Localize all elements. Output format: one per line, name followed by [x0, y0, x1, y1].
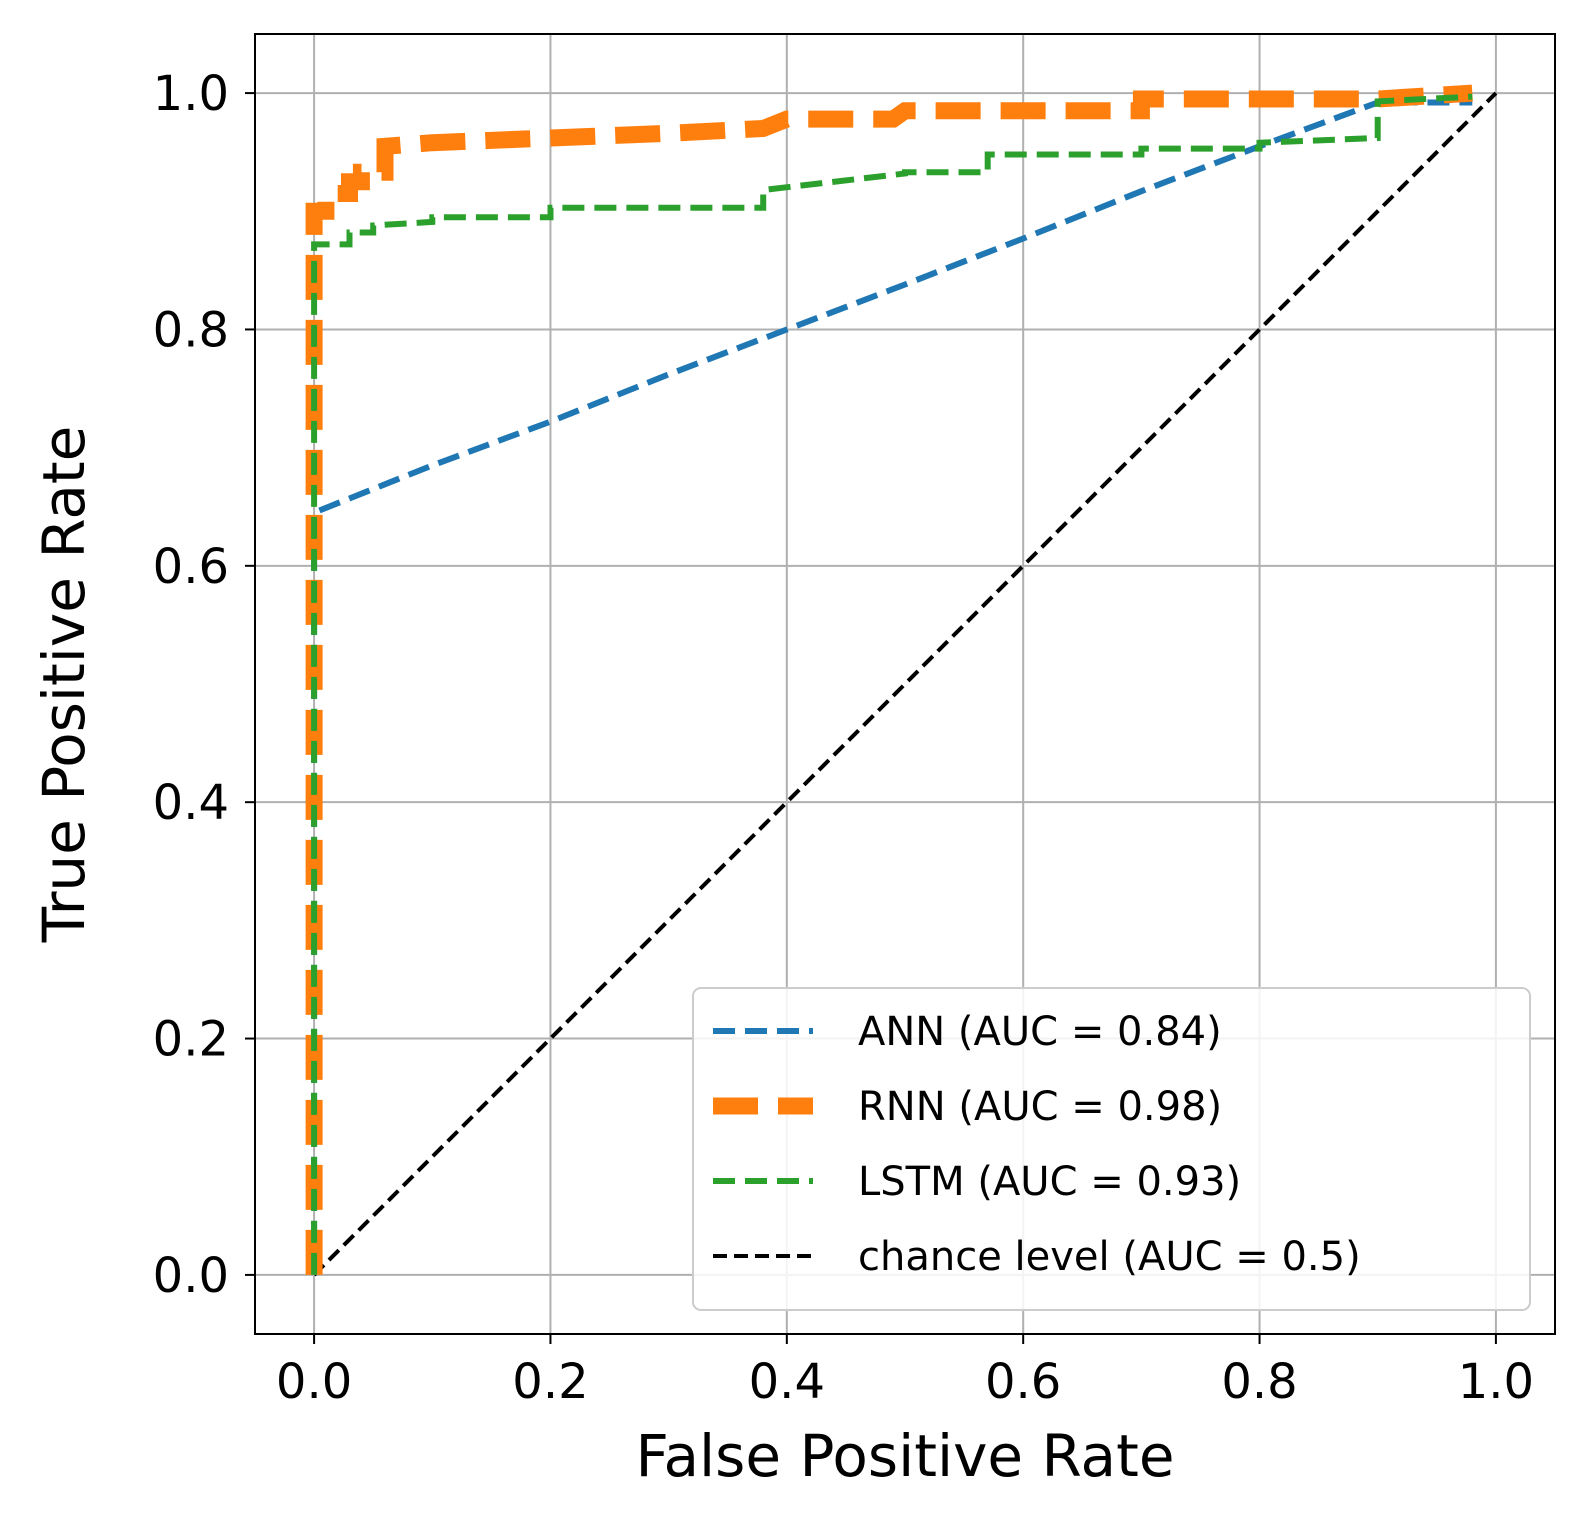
legend-label-3: chance level (AUC = 0.5) [858, 1234, 1361, 1280]
ticks: 0.0 0.2 0.4 0.6 0.8 1.0 0.0 0.2 0.4 0.6 0.8 1.0 [153, 66, 1534, 1410]
y-tick-label: 0.0 [153, 1248, 229, 1304]
x-tick-label: 1.0 [1458, 1354, 1534, 1410]
plot-frame [254, 33, 1556, 1335]
x-tick-label: 0.4 [749, 1354, 825, 1410]
series-lines [305, 84, 1498, 1277]
y-tick-label: 0.6 [153, 539, 229, 595]
legend-label-1: RNN (AUC = 0.98) [858, 1084, 1222, 1130]
y-axis-label: True Positive Rate [30, 426, 98, 944]
series-line-3 [312, 91, 1498, 1277]
y-tick-label: 0.8 [153, 302, 229, 358]
series-line-1 [305, 84, 1473, 1275]
y-tick-label: 1.0 [153, 66, 229, 122]
y-tick-label: 0.4 [153, 775, 229, 831]
x-tick-label: 0.2 [512, 1354, 588, 1410]
x-tick-label: 0.8 [1221, 1354, 1297, 1410]
legend-entries: ANN (AUC = 0.84) RNN (AUC = 0.98) LSTM (AU… [713, 1009, 1361, 1280]
legend-label-2: LSTM (AUC = 0.93) [858, 1159, 1241, 1205]
x-axis-label: False Positive Rate [635, 1422, 1174, 1490]
grid [255, 34, 1555, 1334]
x-tick-label: 0.0 [276, 1354, 352, 1410]
x-tick-label: 0.6 [985, 1354, 1061, 1410]
legend-label-0: ANN (AUC = 0.84) [858, 1009, 1222, 1055]
y-tick-label: 0.2 [153, 1012, 229, 1068]
legend: ANN (AUC = 0.84) RNN (AUC = 0.98) LSTM (AU… [692, 987, 1531, 1311]
series-line-2 [311, 93, 1473, 1275]
legend-box [692, 987, 1531, 1311]
